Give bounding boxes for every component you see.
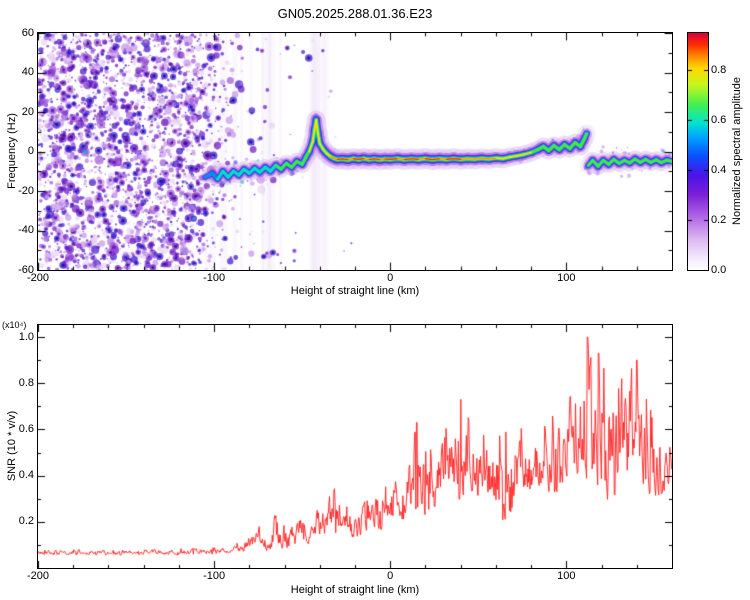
snr-y-tick: 1.0 bbox=[18, 330, 34, 343]
snr-x-axis-label: Height of straight line (km) bbox=[290, 584, 420, 596]
colorbar-tick: 0.6 bbox=[711, 113, 727, 126]
snr-x-tick: 100 bbox=[557, 570, 576, 582]
spectrogram-x-tick: -200 bbox=[26, 272, 50, 284]
snr-canvas bbox=[37, 324, 673, 569]
spectrogram-y-tick: 20 bbox=[21, 105, 34, 118]
colorbar-tick: 0.8 bbox=[711, 63, 727, 76]
spectrogram-y-tick: -40 bbox=[18, 224, 34, 236]
spectrogram-x-tick: 100 bbox=[557, 272, 576, 284]
spectrogram-y-tick: 0 bbox=[27, 145, 34, 157]
spectrogram-x-axis-label: Height of straight line (km) bbox=[290, 285, 420, 297]
colorbar bbox=[687, 32, 709, 271]
snr-y-axis-label: SNR (10 * v/v) bbox=[6, 410, 18, 482]
snr-x-tick: -100 bbox=[203, 570, 226, 582]
colorbar-tick: 0.0 bbox=[711, 263, 727, 276]
spectrogram-y-tick: -20 bbox=[18, 184, 34, 197]
snr-y-tick: 0.2 bbox=[18, 515, 34, 528]
snr-y-tick: 0.4 bbox=[18, 469, 34, 482]
spectrogram-canvas bbox=[37, 32, 673, 271]
spectrogram-y-tick: 60 bbox=[21, 26, 34, 39]
colorbar-tick: 0.4 bbox=[711, 163, 727, 176]
spectrogram-x-tick: -100 bbox=[203, 272, 226, 284]
spectrogram-x-tick: 0 bbox=[387, 272, 394, 284]
spectrogram-y-tick: -60 bbox=[18, 263, 34, 276]
snr-y-tick: 0.8 bbox=[18, 376, 34, 389]
snr-y-tick: 0.6 bbox=[18, 422, 34, 435]
snr-y-scale-label: (x10⁴) bbox=[2, 320, 27, 330]
figure-title: GN05.2025.288.01.36.E23 bbox=[277, 6, 433, 21]
snr-x-tick: 0 bbox=[387, 570, 394, 582]
colorbar-tick: 0.2 bbox=[711, 213, 727, 226]
snr-x-tick: -200 bbox=[26, 570, 50, 582]
spectrogram-y-tick: 40 bbox=[21, 66, 34, 78]
